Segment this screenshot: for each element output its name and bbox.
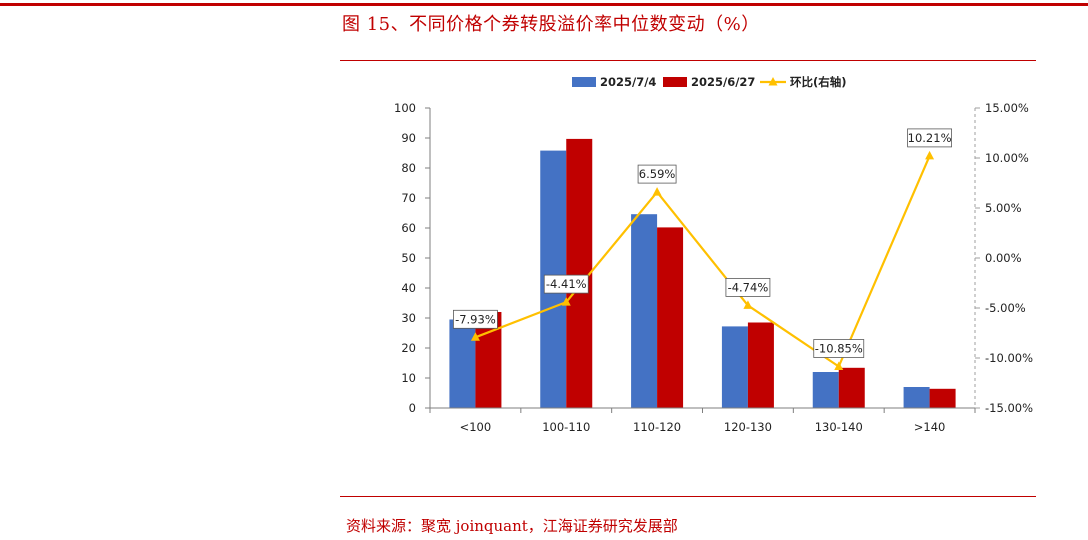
- bar-2025-7-4: [631, 214, 658, 408]
- ratio-marker: [925, 150, 935, 160]
- bar-2025-6-27: [657, 227, 684, 408]
- bar-2025-6-27: [838, 367, 865, 408]
- line-series: -7.93% -4.41% 6.59% -4.74% -10.85% 10.21%: [453, 128, 952, 370]
- right-tick-label: 10.00%: [985, 151, 1029, 165]
- left-tick-label: 100: [394, 101, 416, 115]
- x-tick-label: 100-110: [542, 420, 590, 434]
- ratio-data-label: 10.21%: [908, 131, 952, 145]
- ratio-marker: [561, 297, 571, 306]
- ratio-label-box: [453, 309, 498, 329]
- left-tick-label: 90: [401, 131, 416, 145]
- legend-label-2025-6-27: 2025/6/27: [691, 75, 755, 89]
- x-tick-label: >140: [914, 420, 946, 434]
- right-tick-label: -15.00%: [985, 401, 1033, 415]
- legend-swatch-2025-7-4: [572, 77, 596, 87]
- ratio-marker: [834, 361, 844, 370]
- chart-legend: 2025/7/4 2025/6/27 环比(右轴): [572, 75, 847, 89]
- title-divider: [340, 60, 1036, 61]
- ratio-marker: [652, 187, 662, 196]
- bar-2025-7-4: [721, 326, 748, 408]
- left-tick-label: 70: [401, 191, 416, 205]
- ratio-label-box: [725, 277, 771, 297]
- right-tick-label: 0.00%: [985, 251, 1022, 265]
- legend-label-2025-7-4: 2025/7/4: [600, 75, 656, 89]
- ratio-label-box: [543, 274, 589, 294]
- footer-divider: [340, 496, 1036, 497]
- left-tick-label: 20: [401, 341, 416, 355]
- bar-2025-7-4: [449, 319, 476, 408]
- legend-swatch-2025-6-27: [663, 77, 687, 87]
- x-tick-label: 130-140: [815, 420, 863, 434]
- ratio-data-label: -4.74%: [728, 280, 769, 294]
- top-border: [0, 3, 1088, 6]
- ratio-data-label: -4.41%: [546, 277, 587, 291]
- left-tick-label: 0: [409, 401, 416, 415]
- ratio-data-label: -7.93%: [455, 312, 496, 326]
- right-tick-label: 15.00%: [985, 101, 1029, 115]
- ratio-marker: [743, 300, 753, 309]
- bar-2025-7-4: [903, 387, 930, 408]
- ratio-data-label: 6.59%: [639, 167, 676, 181]
- right-tick-label: -10.00%: [985, 351, 1033, 365]
- x-tick-label: <100: [460, 420, 492, 434]
- bar-2025-6-27: [747, 322, 774, 408]
- x-axis: <100 100-110 110-120 120-130 130-140 >140: [429, 407, 976, 434]
- bar-2025-6-27: [566, 138, 593, 408]
- left-tick-label: 80: [401, 161, 416, 175]
- left-tick-label: 10: [401, 371, 416, 385]
- bar-2025-7-4: [812, 372, 839, 408]
- x-tick-label: 110-120: [633, 420, 681, 434]
- figure-title: 图 15、不同价格个券转股溢价率中位数变动（%）: [342, 14, 760, 35]
- left-y-axis: 0 10 20 30 40 50 60 70 80 90 100: [394, 101, 431, 415]
- left-tick-label: 30: [401, 311, 416, 325]
- legend-marker-ratio: [768, 77, 778, 86]
- left-tick-label: 60: [401, 221, 416, 235]
- right-tick-label: -5.00%: [985, 301, 1026, 315]
- ratio-data-label: -10.85%: [815, 342, 863, 356]
- right-tick-label: 5.00%: [985, 201, 1022, 215]
- x-tick-label: 120-130: [724, 420, 772, 434]
- bar-2025-6-27: [929, 388, 956, 408]
- ratio-label-box: [637, 164, 677, 184]
- left-tick-label: 50: [401, 251, 416, 265]
- source-note: 资料来源：聚宽 joinquant，江海证券研究发展部: [346, 517, 678, 535]
- left-tick-label: 40: [401, 281, 416, 295]
- right-y-axis: -15.00% -10.00% -5.00% 0.00% 5.00% 10.00% 15.0…: [974, 101, 1033, 415]
- ratio-label-box: [907, 128, 952, 148]
- ratio-marker: [470, 332, 480, 341]
- ratio-line: [475, 155, 931, 368]
- legend-label-ratio: 环比(右轴): [790, 75, 847, 89]
- ratio-label-box: [813, 339, 865, 358]
